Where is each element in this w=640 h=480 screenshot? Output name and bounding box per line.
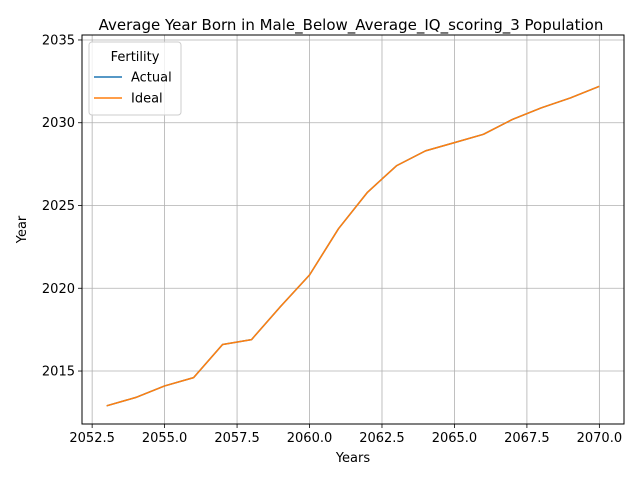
series-line-ideal	[106, 85, 600, 407]
y-tick-label: 2035	[42, 33, 75, 48]
legend-box	[88, 41, 182, 116]
x-axis-label: Years	[335, 451, 371, 466]
chart-title: Average Year Born in Male_Below_Average_…	[99, 16, 604, 35]
x-tick-label: 2062.5	[359, 431, 405, 446]
axis-ticks: 2052.5 2055.0 2057.5 2060.0 2062.5 2065.0 2067…	[42, 33, 622, 446]
x-tick-label: 2055.0	[142, 431, 188, 446]
y-tick-label: 2030	[42, 116, 75, 131]
y-axis-label: Year	[15, 215, 30, 244]
y-tick-label: 2025	[42, 199, 75, 214]
x-tick-label: 2065.0	[432, 431, 478, 446]
x-tick-label: 2060.0	[287, 431, 333, 446]
x-tick-label: 2070.0	[577, 431, 623, 446]
x-tick-label: 2057.5	[214, 431, 260, 446]
legend-label-actual: Actual	[131, 71, 172, 86]
legend-label-ideal: Ideal	[131, 92, 163, 107]
legend: Fertility Actual Ideal	[88, 41, 182, 116]
x-tick-label: 2052.5	[69, 431, 115, 446]
series-lines	[106, 85, 600, 407]
x-tick-label: 2067.5	[504, 431, 550, 446]
legend-title: Fertility	[111, 50, 160, 65]
plot-frame	[81, 34, 625, 425]
y-tick-label: 2015	[42, 365, 75, 380]
legend-entries: Actual Ideal	[94, 71, 172, 107]
y-tick-label: 2020	[42, 282, 75, 297]
grid	[82, 35, 624, 424]
